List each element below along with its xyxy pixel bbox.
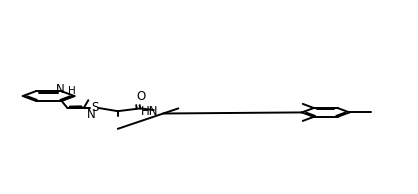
Text: HN: HN <box>141 105 158 118</box>
Text: N: N <box>87 108 96 121</box>
Text: O: O <box>136 90 145 103</box>
Text: H: H <box>68 86 76 96</box>
Text: S: S <box>91 101 98 114</box>
Text: N: N <box>56 83 64 96</box>
